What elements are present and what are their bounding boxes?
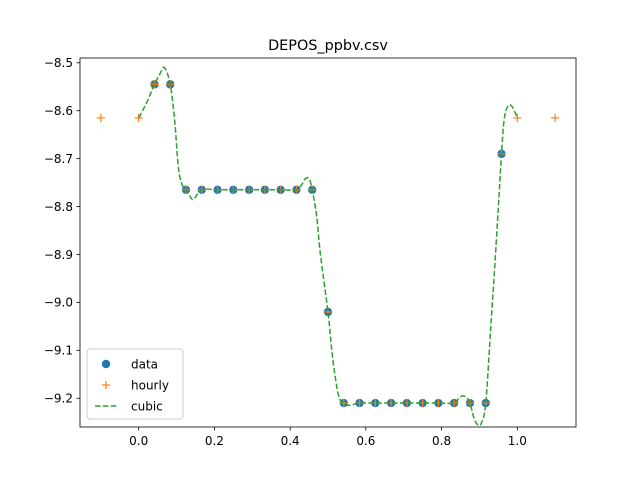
x-tick-label: 0.4	[281, 434, 300, 448]
y-tick-label: −9.2	[44, 392, 73, 406]
legend-label-cubic: cubic	[131, 399, 163, 413]
y-tick-label: −8.9	[44, 248, 73, 262]
cubic-line	[138, 66, 519, 427]
axes: 0.0 0.2 0.4 0.6 0.8 1.0 −8.5 −8.6 −8.7 −8.8 −8.9 −9…	[44, 56, 577, 448]
legend-box	[86, 348, 184, 420]
y-tick-label: −9.0	[44, 296, 73, 310]
plot-area	[96, 66, 560, 427]
hourly-point	[551, 113, 560, 122]
y-tick-label: −8.6	[44, 104, 73, 118]
y-tick-label: −8.8	[44, 200, 73, 214]
legend-label-data: data	[131, 357, 158, 371]
hourly-point	[513, 113, 522, 122]
x-tick-label: 0.0	[129, 434, 148, 448]
y-tick-label: −8.7	[44, 152, 73, 166]
x-tick-label: 0.2	[205, 434, 224, 448]
chart-title: DEPOS_ppbv.csv	[268, 38, 388, 54]
hourly-point	[339, 399, 348, 408]
x-tick-label: 0.8	[432, 434, 451, 448]
legend-data-marker	[101, 359, 111, 369]
y-tick-label: −8.5	[44, 56, 73, 70]
axes-frame	[79, 57, 577, 428]
x-tick-label: 1.0	[508, 434, 527, 448]
y-tick-label: −9.1	[44, 344, 73, 358]
hourly-point	[96, 113, 105, 122]
legend-label-hourly: hourly	[131, 378, 169, 392]
x-tick-label: 0.6	[356, 434, 375, 448]
legend-hourly-marker	[102, 381, 110, 389]
legend: data hourly cubic	[86, 348, 184, 420]
hourly-point	[150, 80, 159, 89]
